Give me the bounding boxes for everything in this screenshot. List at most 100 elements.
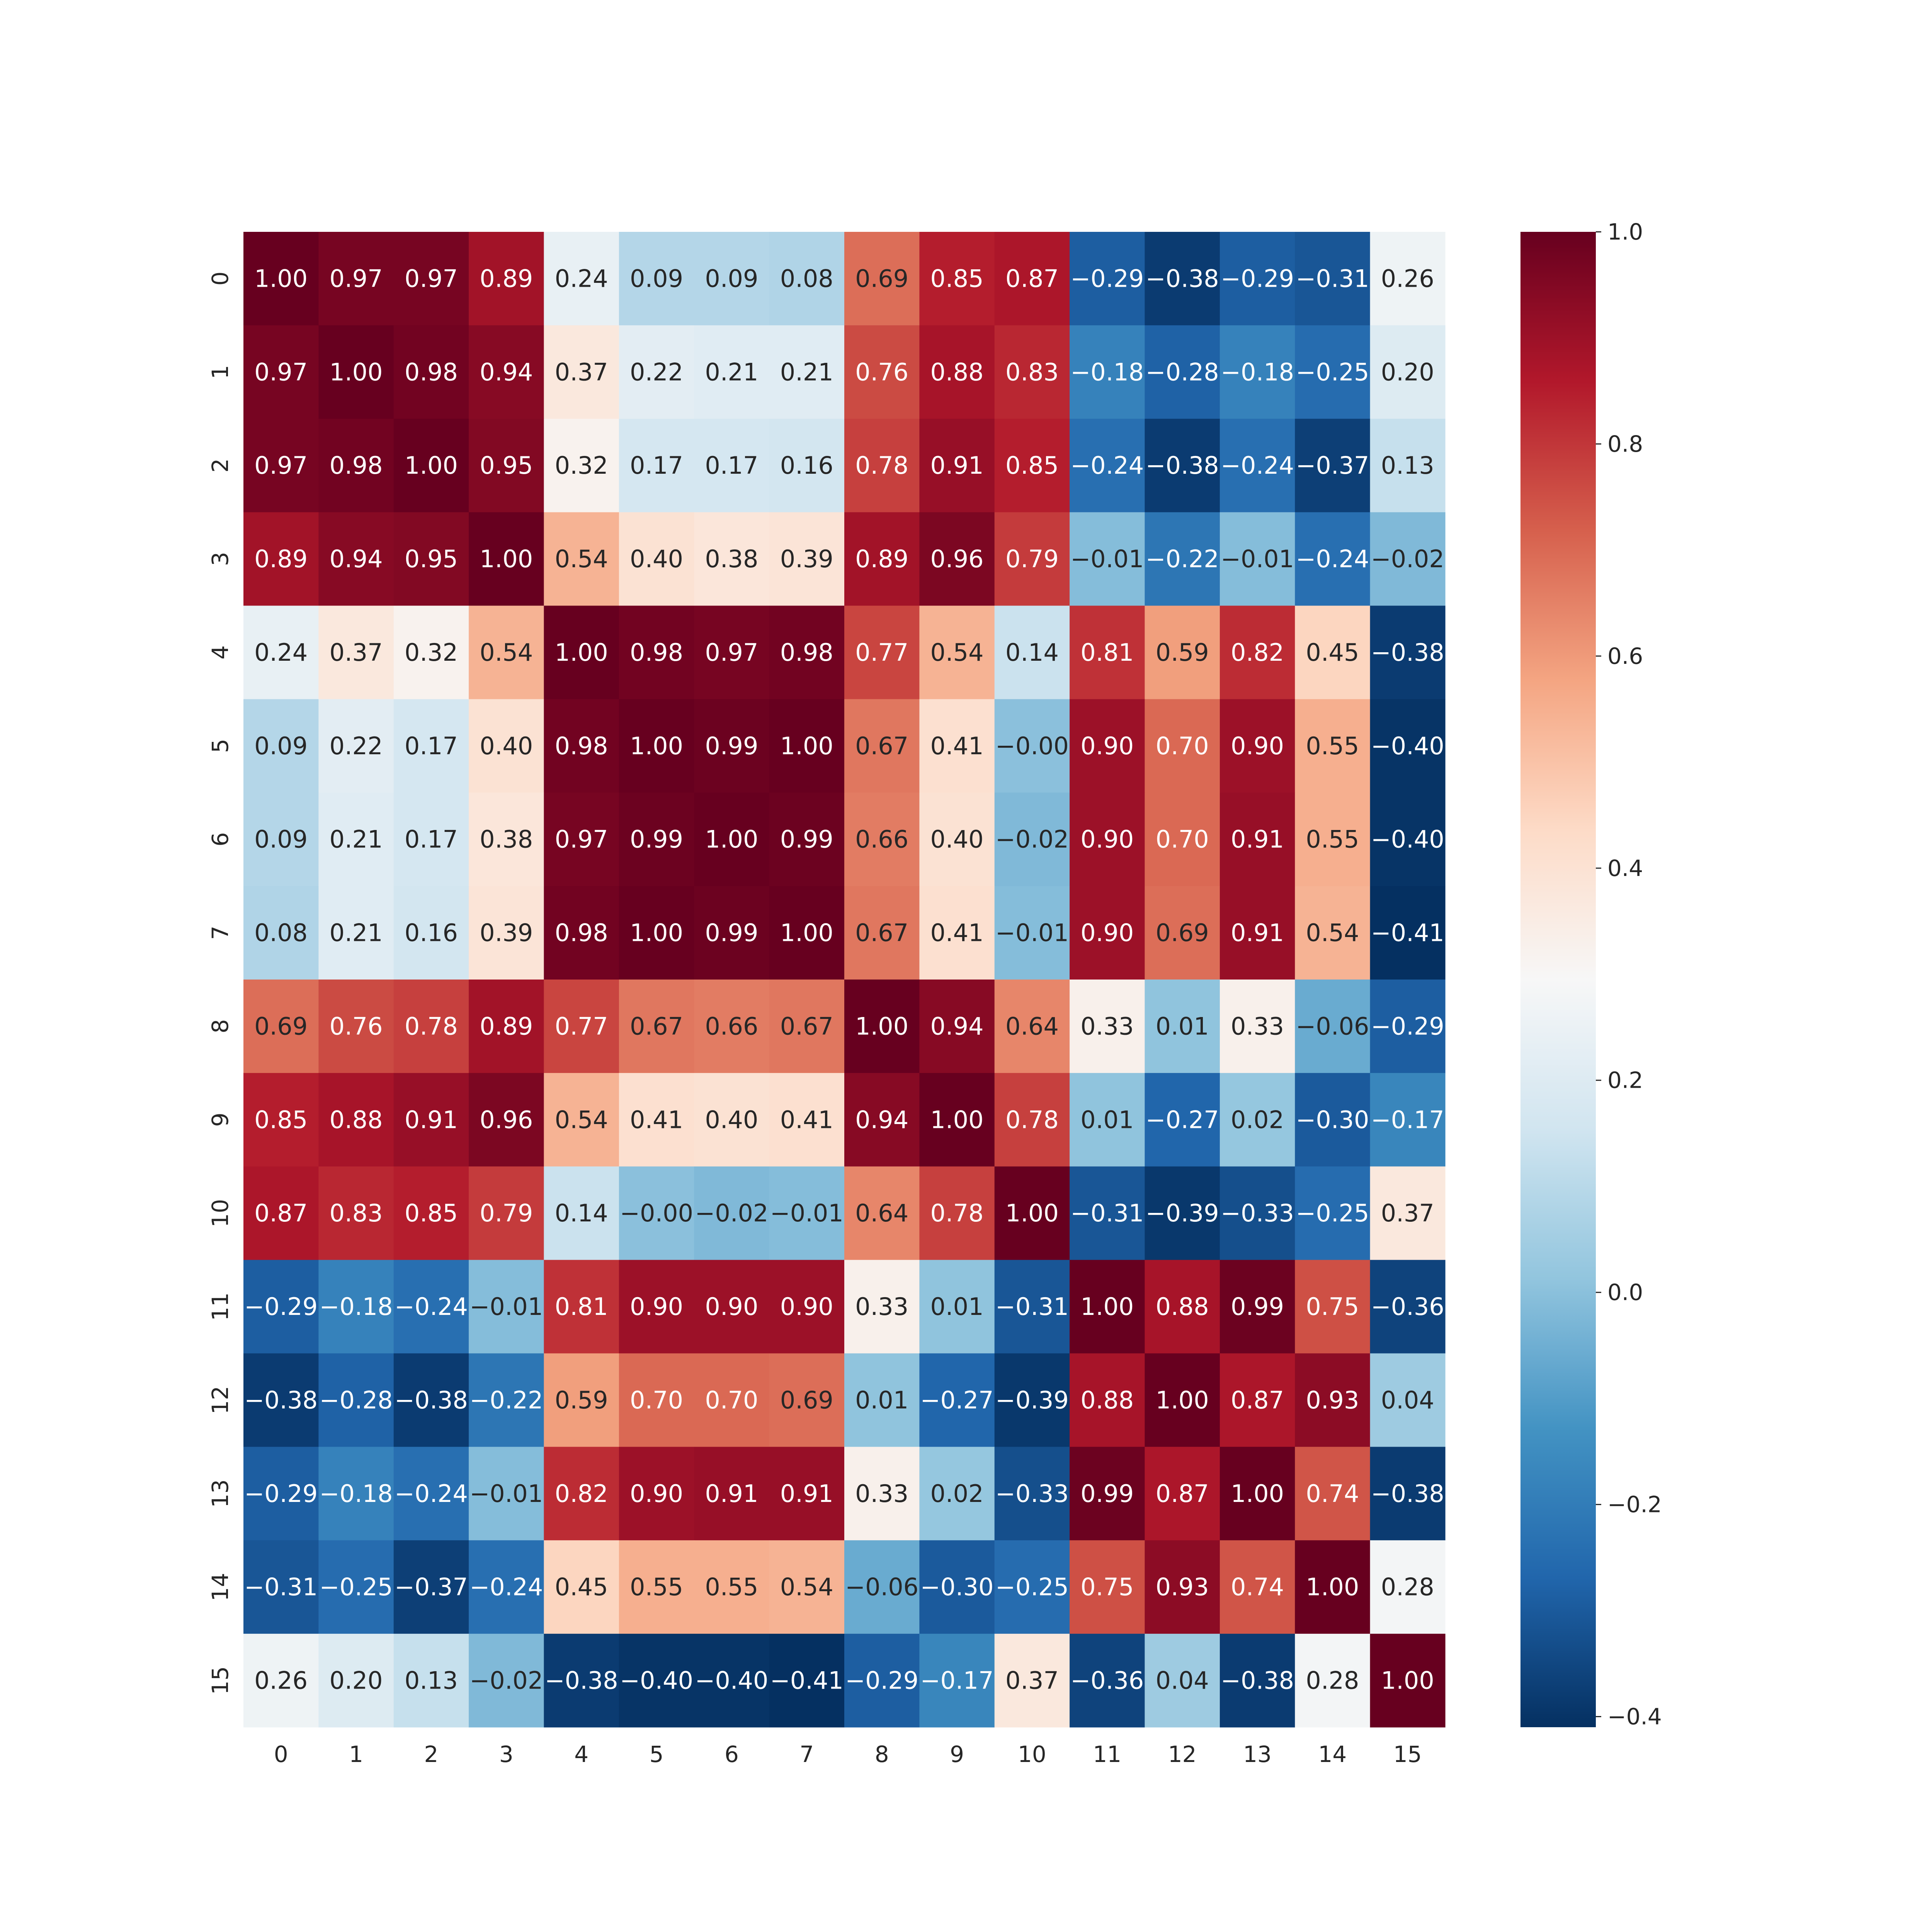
cell-value-label: 0.38 xyxy=(705,545,758,573)
heatmap-cell xyxy=(844,1353,920,1447)
cell-value-label: 0.90 xyxy=(630,1293,683,1321)
heatmap-cell xyxy=(919,1447,995,1541)
heatmap-cell xyxy=(844,886,920,980)
cell-value-label: −0.02 xyxy=(469,1667,543,1695)
heatmap-cell xyxy=(1219,1353,1295,1447)
cell-value-label: −0.29 xyxy=(1371,1012,1444,1040)
cell-value-label: 0.01 xyxy=(1156,1012,1209,1040)
heatmap-cell xyxy=(1070,1166,1145,1260)
heatmap-cell xyxy=(919,512,995,606)
heatmap-cell xyxy=(994,512,1070,606)
cell-value-label: 1.00 xyxy=(630,919,683,947)
heatmap-cell xyxy=(694,1073,770,1167)
colorbar-tick-label: 0.4 xyxy=(1607,855,1643,881)
cell-value-label: 0.45 xyxy=(555,1573,608,1601)
heatmap-cell xyxy=(243,1073,319,1167)
colorbar-tick-label: −0.4 xyxy=(1607,1704,1662,1730)
cell-value-label: 0.21 xyxy=(330,919,383,947)
cell-value-label: −0.24 xyxy=(395,1293,468,1321)
heatmap-cell xyxy=(469,1634,544,1728)
heatmap-cell xyxy=(844,1634,920,1728)
x-tick-label: 1 xyxy=(349,1741,363,1767)
cell-value-label: 0.89 xyxy=(855,545,908,573)
heatmap-cell xyxy=(1145,1073,1220,1167)
heatmap-cell xyxy=(994,605,1070,699)
heatmap-cell xyxy=(694,980,770,1073)
heatmap-cell xyxy=(919,699,995,793)
heatmap-cell xyxy=(318,793,394,886)
heatmap-cell xyxy=(1219,886,1295,980)
cell-value-label: 0.55 xyxy=(1306,825,1359,854)
cell-value-label: 0.97 xyxy=(254,451,308,480)
heatmap-cell xyxy=(1145,793,1220,886)
heatmap-cell xyxy=(469,512,544,606)
heatmap-cell xyxy=(994,980,1070,1073)
cell-value-label: 0.54 xyxy=(930,638,984,667)
cell-value-label: −0.02 xyxy=(695,1199,768,1227)
cell-value-label: 0.74 xyxy=(1306,1480,1359,1508)
heatmap-cell xyxy=(619,1166,694,1260)
cell-value-label: 0.83 xyxy=(1005,358,1059,386)
cell-value-label: 0.98 xyxy=(555,919,608,947)
cell-value-label: 0.37 xyxy=(1005,1667,1059,1695)
heatmap-cell xyxy=(243,325,319,419)
x-tick-label: 0 xyxy=(274,1741,288,1767)
cell-value-label: 0.75 xyxy=(1306,1293,1359,1321)
cell-value-label: 0.94 xyxy=(855,1105,908,1134)
heatmap-cell xyxy=(393,699,469,793)
cell-value-label: −0.40 xyxy=(1371,732,1444,760)
heatmap-cell xyxy=(1145,1353,1220,1447)
cell-value-label: 0.70 xyxy=(705,1386,758,1414)
y-tick-label: 8 xyxy=(207,1019,233,1033)
cell-value-label: 0.90 xyxy=(1080,919,1134,947)
cell-value-label: −0.36 xyxy=(1371,1293,1444,1321)
cell-value-label: 0.82 xyxy=(1231,638,1284,667)
cell-value-label: 0.67 xyxy=(780,1012,833,1040)
cell-value-label: −0.01 xyxy=(995,919,1069,947)
heatmap-cell xyxy=(694,1353,770,1447)
heatmap-cell xyxy=(919,793,995,886)
heatmap-cell xyxy=(544,418,619,513)
heatmap-cell xyxy=(318,980,394,1073)
heatmap-cell xyxy=(619,1073,694,1167)
cell-value-label: 0.22 xyxy=(630,358,683,386)
heatmap-cell xyxy=(1370,793,1446,886)
cell-value-label: −0.30 xyxy=(1296,1105,1369,1134)
heatmap-cell xyxy=(393,512,469,606)
heatmap-cell xyxy=(469,980,544,1073)
cell-value-label: −0.31 xyxy=(995,1293,1069,1321)
cell-value-label: 0.24 xyxy=(254,638,308,667)
heatmap-cell xyxy=(1070,699,1145,793)
cell-value-label: 1.00 xyxy=(1231,1480,1284,1508)
heatmap-cell xyxy=(1295,605,1371,699)
cell-value-label: 0.96 xyxy=(930,545,984,573)
heatmap-cell xyxy=(243,1447,319,1541)
heatmap-cell xyxy=(1295,325,1371,419)
heatmap-cell xyxy=(393,1447,469,1541)
cell-value-label: 0.76 xyxy=(855,358,908,386)
heatmap-cell xyxy=(619,605,694,699)
y-tick-label: 11 xyxy=(207,1293,233,1321)
cell-value-label: −0.01 xyxy=(469,1293,543,1321)
x-tick-label: 13 xyxy=(1243,1741,1272,1767)
heatmap-cell xyxy=(1370,1353,1446,1447)
heatmap-cell xyxy=(1370,1166,1446,1260)
heatmap-cell xyxy=(318,1260,394,1354)
cell-value-label: −0.38 xyxy=(244,1386,318,1414)
cell-value-label: 0.21 xyxy=(330,825,383,854)
y-tick-label: 0 xyxy=(207,271,233,286)
cell-value-label: 0.89 xyxy=(254,545,308,573)
heatmap-cell xyxy=(1070,605,1145,699)
heatmap-cell xyxy=(844,699,920,793)
cell-value-label: 0.59 xyxy=(1156,638,1209,667)
heatmap-cell xyxy=(393,1353,469,1447)
heatmap-cell xyxy=(1070,1634,1145,1728)
cell-value-label: 0.83 xyxy=(330,1199,383,1227)
heatmap-cell xyxy=(393,1166,469,1260)
cell-value-label: 0.02 xyxy=(1231,1105,1284,1134)
cell-value-label: 0.28 xyxy=(1306,1667,1359,1695)
cell-value-label: 0.95 xyxy=(480,451,533,480)
heatmap-cell xyxy=(318,418,394,513)
heatmap-cell xyxy=(994,1353,1070,1447)
